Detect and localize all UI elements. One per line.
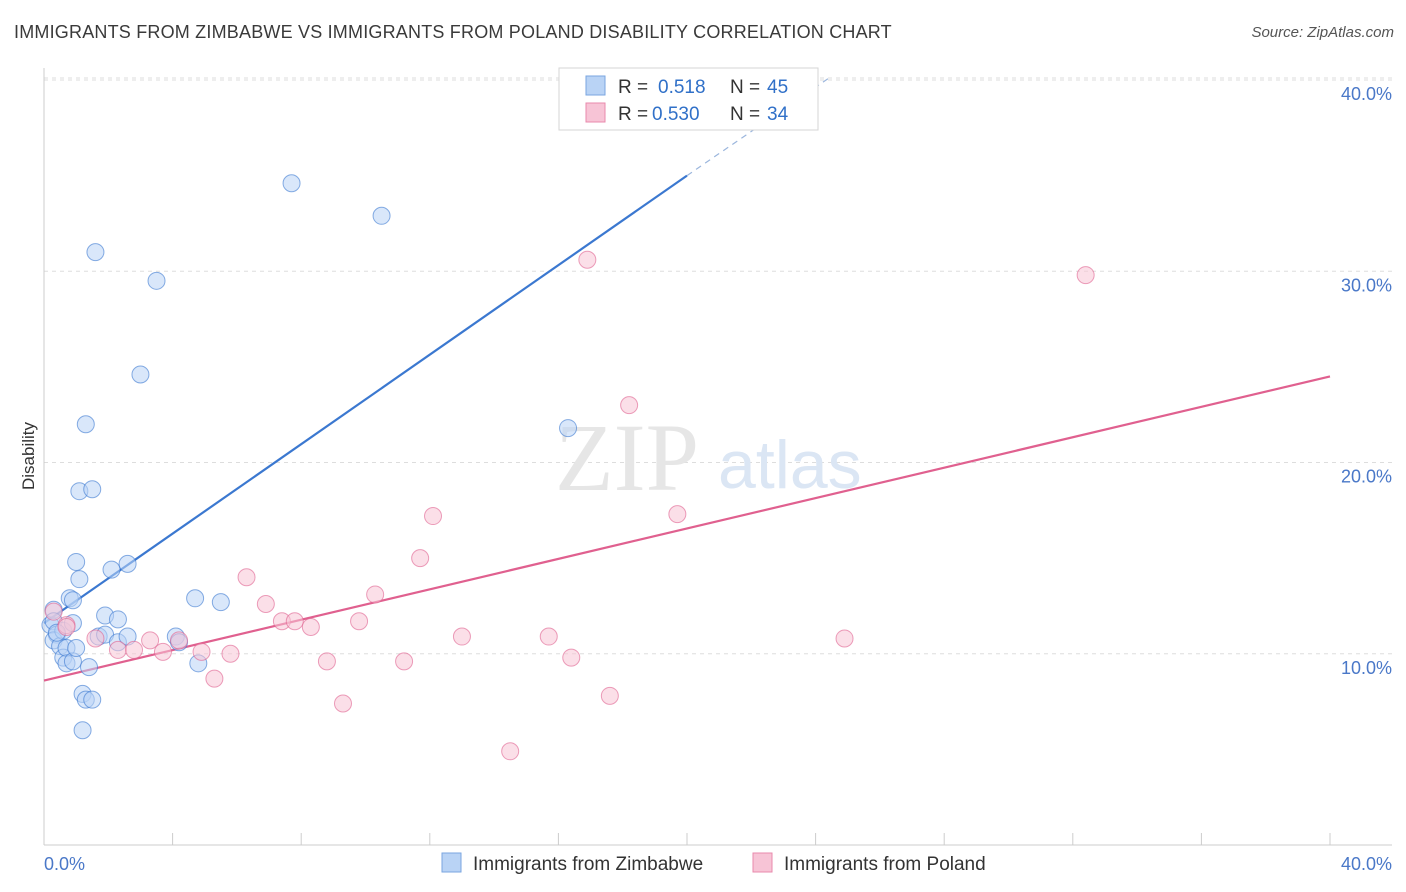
point-poland-5 xyxy=(125,640,144,659)
point-poland-17 xyxy=(317,652,336,671)
point-poland-33 xyxy=(1076,266,1095,285)
trend-lines xyxy=(43,75,1331,682)
point-poland-10 xyxy=(205,669,224,688)
point-poland-19 xyxy=(350,612,369,631)
trend-line-poland xyxy=(43,375,1331,682)
y-axis-title: Disability xyxy=(19,421,38,490)
point-poland-3 xyxy=(86,629,105,648)
y-tick-label-10: 10.0% xyxy=(1341,658,1392,678)
point-zimbabwe-17 xyxy=(70,570,89,589)
point-zimbabwe-34 xyxy=(131,365,150,384)
point-zimbabwe-24 xyxy=(83,480,102,499)
chart-title: IMMIGRANTS FROM ZIMBABWE VS IMMIGRANTS F… xyxy=(14,22,892,42)
point-poland-29 xyxy=(600,686,619,705)
x-tick-label-max: 40.0% xyxy=(1341,854,1392,874)
point-poland-6 xyxy=(141,631,160,650)
point-zimbabwe-23 xyxy=(83,690,102,709)
point-poland-31 xyxy=(668,505,687,524)
legend-swatch-zimbabwe xyxy=(585,75,606,96)
point-zimbabwe-21 xyxy=(76,415,95,434)
point-zimbabwe-35 xyxy=(147,271,166,290)
point-zimbabwe-31 xyxy=(108,610,127,629)
legend-r-value-poland: 0.530 xyxy=(652,104,700,125)
point-zimbabwe-15 xyxy=(67,552,86,571)
legend-r-label-poland: R = xyxy=(618,104,648,125)
point-poland-4 xyxy=(108,640,127,659)
point-poland-20 xyxy=(366,585,385,604)
y-tick-label-40: 40.0% xyxy=(1341,84,1392,104)
bottom-legend-label-poland: Immigrants from Poland xyxy=(784,854,986,875)
point-poland-11 xyxy=(221,644,240,663)
point-poland-12 xyxy=(237,568,256,587)
point-poland-23 xyxy=(424,507,443,526)
y-tick-label-20: 20.0% xyxy=(1341,467,1392,487)
legend-n-value-zimbabwe: 45 xyxy=(767,77,788,98)
point-poland-2 xyxy=(57,617,76,636)
point-poland-27 xyxy=(562,648,581,667)
legend-r-label-zimbabwe: R = xyxy=(618,77,648,98)
bottom-legend-label-zimbabwe: Immigrants from Zimbabwe xyxy=(473,854,703,875)
point-poland-26 xyxy=(539,627,558,646)
point-zimbabwe-22 xyxy=(80,658,99,677)
point-zimbabwe-38 xyxy=(186,589,205,608)
point-poland-30 xyxy=(620,396,639,415)
point-zimbabwe-11 xyxy=(63,591,82,610)
data-points xyxy=(41,174,1095,761)
y-tick-labels: 10.0% 20.0% 30.0% 40.0% xyxy=(1341,84,1392,678)
point-zimbabwe-40 xyxy=(211,593,230,612)
y-tick-label-30: 30.0% xyxy=(1341,275,1392,295)
point-poland-15 xyxy=(285,612,304,631)
legend-n-label-zimbabwe: N = xyxy=(730,77,760,98)
point-poland-22 xyxy=(411,549,430,568)
legend-swatch-poland xyxy=(585,102,606,123)
watermark-atlas: atlas xyxy=(718,427,862,503)
point-zimbabwe-25 xyxy=(86,243,105,262)
legend-n-label-poland: N = xyxy=(730,104,760,125)
bottom-legend-swatch-poland xyxy=(752,852,773,873)
grid-lines xyxy=(44,77,1392,655)
point-poland-25 xyxy=(501,742,520,761)
point-zimbabwe-14 xyxy=(67,639,86,658)
x-axis-ticks xyxy=(43,833,1331,845)
point-poland-0 xyxy=(44,602,63,621)
point-poland-13 xyxy=(256,595,275,614)
series-legend: Immigrants from Zimbabwe Immigrants from… xyxy=(441,852,986,875)
point-zimbabwe-32 xyxy=(118,554,137,573)
point-zimbabwe-41 xyxy=(282,174,301,193)
chart-source: Source: ZipAtlas.com xyxy=(1251,24,1394,41)
point-poland-21 xyxy=(395,652,414,671)
point-poland-18 xyxy=(333,694,352,713)
x-tick-label-min: 0.0% xyxy=(44,854,85,874)
point-zimbabwe-18 xyxy=(73,721,92,740)
watermark-zip: ZIP xyxy=(555,404,699,511)
point-poland-7 xyxy=(153,642,172,661)
point-zimbabwe-29 xyxy=(102,560,121,579)
point-poland-9 xyxy=(192,642,211,661)
point-zimbabwe-42 xyxy=(372,206,391,225)
legend-n-value-poland: 34 xyxy=(767,104,789,125)
correlation-legend: R = 0.518 N = 45 R = 0.530 N = 34 xyxy=(558,67,819,131)
legend-r-value-zimbabwe: 0.518 xyxy=(658,77,706,98)
trend-line-zimbabwe xyxy=(43,174,688,625)
point-poland-16 xyxy=(301,617,320,636)
point-poland-24 xyxy=(452,627,471,646)
bottom-legend-swatch-zimbabwe xyxy=(441,852,462,873)
point-zimbabwe-43 xyxy=(559,419,578,438)
point-poland-32 xyxy=(835,629,854,648)
point-poland-8 xyxy=(170,631,189,650)
point-poland-28 xyxy=(578,250,597,269)
